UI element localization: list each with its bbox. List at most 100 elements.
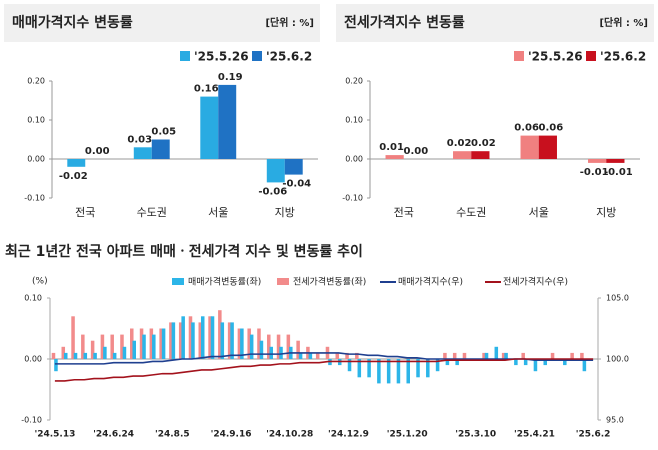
bar bbox=[445, 359, 450, 366]
bar bbox=[240, 328, 244, 359]
bar bbox=[169, 322, 173, 359]
bar bbox=[582, 359, 587, 372]
bar bbox=[563, 359, 567, 366]
title-box bbox=[4, 4, 320, 42]
bar bbox=[257, 328, 261, 359]
x-tick-label: 전국 bbox=[394, 206, 414, 219]
x-tick-label: '24.8.5 bbox=[155, 430, 190, 440]
bar bbox=[267, 334, 271, 359]
bar bbox=[386, 359, 391, 384]
bar bbox=[396, 359, 401, 384]
bar bbox=[81, 334, 85, 359]
value-label: 0.00 bbox=[85, 146, 110, 157]
bar bbox=[298, 352, 303, 359]
bar bbox=[357, 359, 362, 378]
bar bbox=[139, 328, 144, 359]
bar bbox=[452, 352, 457, 359]
bar bbox=[181, 316, 185, 359]
y-tick-label: -0.10 bbox=[342, 194, 363, 203]
legend-label: '25.6.2 bbox=[266, 50, 312, 64]
bar bbox=[110, 334, 114, 359]
bar bbox=[83, 352, 88, 359]
x-tick-label: '24.12.9 bbox=[328, 430, 369, 440]
y2-tick-label: 95.0 bbox=[606, 416, 624, 425]
bar bbox=[210, 316, 215, 359]
bar bbox=[550, 352, 555, 359]
value-label: 0.06 bbox=[539, 123, 564, 134]
bar bbox=[100, 334, 105, 359]
legend-label: 전세가격지수(우) bbox=[503, 276, 568, 288]
y-tick-label: 0.00 bbox=[24, 355, 42, 364]
value-label: 0.06 bbox=[514, 123, 539, 134]
bar bbox=[103, 346, 107, 359]
legend-swatch bbox=[277, 278, 289, 285]
bar bbox=[367, 359, 371, 378]
chart-title: 매매가격지수 변동률 bbox=[12, 14, 133, 31]
x-tick-label: 지방 bbox=[275, 206, 295, 219]
chart-title: 최근 1년간 전국 아파트 매매ㆍ전세가격 지수 및 변동률 추이 bbox=[5, 243, 363, 260]
bar bbox=[54, 359, 58, 372]
value-label: 0.02 bbox=[447, 138, 472, 149]
bar bbox=[482, 352, 486, 359]
bar bbox=[61, 346, 66, 359]
unit-label: [단위 : %] bbox=[599, 16, 648, 29]
bar bbox=[514, 359, 518, 366]
bar bbox=[501, 352, 506, 359]
bar bbox=[355, 352, 359, 359]
bar bbox=[533, 359, 538, 372]
bar bbox=[335, 352, 340, 359]
bar bbox=[151, 139, 170, 159]
y-tick-label: 0.10 bbox=[345, 116, 363, 125]
legend-swatch bbox=[514, 51, 524, 61]
value-label: -0.01 bbox=[604, 167, 633, 178]
bar bbox=[159, 328, 163, 359]
value-label: -0.01 bbox=[580, 167, 609, 178]
legend-swatch bbox=[180, 51, 190, 61]
value-label: 0.05 bbox=[151, 127, 176, 138]
y-tick-label: -0.10 bbox=[24, 194, 45, 203]
bar bbox=[142, 334, 146, 359]
x-tick-label: '24.5.13 bbox=[34, 430, 75, 440]
y-tick-label: 0.20 bbox=[27, 77, 45, 86]
line bbox=[54, 358, 594, 382]
bar bbox=[347, 359, 352, 372]
bar bbox=[435, 359, 440, 372]
x-tick-label: '25.4.21 bbox=[514, 430, 555, 440]
bar bbox=[521, 352, 525, 359]
bar bbox=[453, 151, 472, 159]
bar bbox=[247, 328, 251, 359]
bar bbox=[249, 334, 254, 359]
y-tick-label: 0.00 bbox=[27, 155, 45, 164]
legend-label: '25.5.26 bbox=[528, 50, 583, 64]
bar bbox=[90, 340, 95, 359]
y-tick-label: -0.10 bbox=[21, 416, 42, 425]
bar bbox=[259, 340, 264, 359]
value-label: 0.02 bbox=[471, 138, 496, 149]
value-label: 0.03 bbox=[127, 134, 152, 145]
x-tick-label: 수도권 bbox=[456, 206, 486, 219]
bar bbox=[191, 322, 195, 359]
x-tick-label: '24.10.28 bbox=[266, 430, 313, 440]
bar bbox=[63, 352, 68, 359]
y2-tick-label: 100.0 bbox=[606, 355, 629, 364]
bar bbox=[188, 316, 193, 359]
bar bbox=[588, 159, 607, 163]
bar bbox=[462, 352, 467, 359]
bar bbox=[406, 359, 410, 384]
x-tick-label: 전국 bbox=[75, 206, 95, 219]
bar bbox=[227, 322, 232, 359]
bar bbox=[543, 359, 547, 366]
legend-label: '25.5.26 bbox=[194, 50, 249, 64]
bar bbox=[580, 352, 584, 359]
bar bbox=[279, 346, 283, 359]
bar bbox=[149, 328, 154, 359]
y-tick-label: 0.20 bbox=[345, 77, 363, 86]
x-tick-label: 서울 bbox=[208, 206, 228, 219]
legend-label: 매매가격변동률(좌) bbox=[188, 276, 261, 288]
bar bbox=[71, 316, 75, 359]
bar bbox=[266, 159, 285, 183]
bar bbox=[161, 328, 166, 359]
bar bbox=[385, 155, 404, 159]
bar bbox=[73, 352, 78, 359]
x-tick-label: 서울 bbox=[529, 206, 549, 219]
